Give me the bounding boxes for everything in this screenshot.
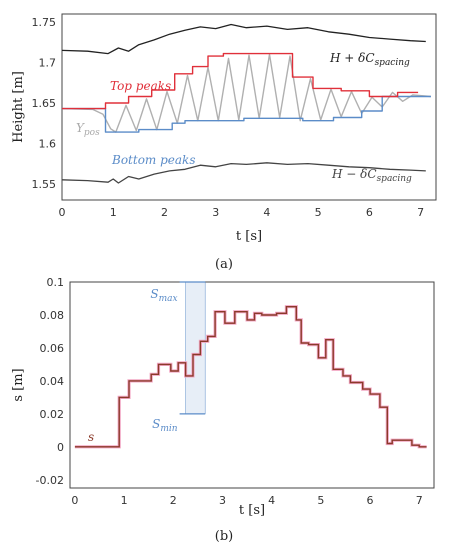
series-upper-bound-line [61, 23, 426, 55]
plot-area-a [61, 13, 437, 201]
series-ypos-line [61, 53, 431, 133]
y-tick-labels-b: -0.02 0 0.02 0.04 0.06 0.08 0.1 [36, 276, 64, 487]
series-group-a [61, 23, 431, 184]
series-bottom-peaks-line [62, 95, 431, 133]
a-x-tick-3: 3 [212, 206, 219, 219]
annotation-s: s [88, 430, 94, 444]
b-y-tick-0: -0.02 [36, 474, 64, 487]
b-y-tick-1: 0 [57, 441, 64, 454]
b-x-tick-4: 4 [268, 494, 275, 507]
a-x-tick-7: 7 [417, 206, 424, 219]
annotation-smin: Smin [152, 417, 178, 434]
b-x-tick-2: 2 [170, 494, 177, 507]
a-x-tick-2: 2 [161, 206, 168, 219]
x-tick-labels-b: 0 1 2 3 4 5 6 7 [71, 494, 422, 507]
a-y-tick-2: 1.65 [32, 97, 57, 110]
panel-label-b: (b) [215, 529, 233, 544]
annotation-ypos: Ypos [76, 121, 100, 138]
x-axis-label-b: t [s] [239, 503, 265, 518]
a-y-tick-3: 1.7 [39, 57, 57, 70]
plot-area-b [69, 281, 435, 489]
smin-smax-band [179, 281, 206, 415]
annotation-smax: Smax [150, 287, 177, 304]
b-x-tick-3: 3 [219, 494, 226, 507]
series-group-b [74, 305, 427, 449]
band-fill [185, 282, 206, 414]
annotation-upper-bound: H + δCspacing [329, 51, 410, 68]
b-y-tick-3: 0.04 [40, 375, 65, 388]
annotation-top-peaks: Top peaks [110, 79, 171, 93]
a-y-tick-1: 1.6 [39, 137, 57, 150]
b-x-tick-5: 5 [317, 494, 324, 507]
a-y-tick-0: 1.55 [32, 178, 57, 191]
series-s-line [74, 306, 427, 448]
a-x-tick-6: 6 [366, 206, 373, 219]
y-axis-label-b: s [m] [11, 368, 26, 401]
b-y-tick-5: 0.08 [40, 309, 65, 322]
y-tick-labels-a: 1.55 1.6 1.65 1.7 1.75 [32, 16, 57, 191]
x-tick-labels-a: 0 1 2 3 4 5 6 7 [59, 206, 425, 219]
a-y-tick-4: 1.75 [32, 16, 57, 29]
a-x-tick-4: 4 [263, 206, 270, 219]
annotation-lower-bound: H − δCspacing [331, 167, 412, 184]
a-x-tick-0: 0 [59, 206, 66, 219]
b-x-tick-7: 7 [416, 494, 423, 507]
b-y-tick-4: 0.06 [40, 342, 65, 355]
b-y-tick-6: 0.1 [47, 276, 65, 289]
b-x-tick-1: 1 [121, 494, 128, 507]
panel-label-a: (a) [215, 257, 233, 272]
b-y-tick-2: 0.02 [40, 408, 65, 421]
series-top-peaks-line [62, 52, 419, 110]
b-x-tick-6: 6 [367, 494, 374, 507]
annotation-bottom-peaks: Bottom peaks [111, 153, 195, 167]
y-axis-label-a: Height [m] [11, 71, 26, 143]
annotations-b: Smax Smin s [88, 287, 178, 444]
series-lower-bound-line [61, 162, 426, 184]
annotations-a: H + δCspacing Top peaks Ypos Bottom peaks H … [76, 51, 412, 184]
a-x-tick-5: 5 [315, 206, 322, 219]
x-axis-label-a: t [s] [236, 229, 262, 244]
panel-a: 1.55 1.6 1.65 1.7 1.75 0 1 2 3 4 5 6 7 H + δCspacin… [11, 13, 437, 272]
a-x-tick-1: 1 [110, 206, 117, 219]
b-x-tick-0: 0 [71, 494, 78, 507]
